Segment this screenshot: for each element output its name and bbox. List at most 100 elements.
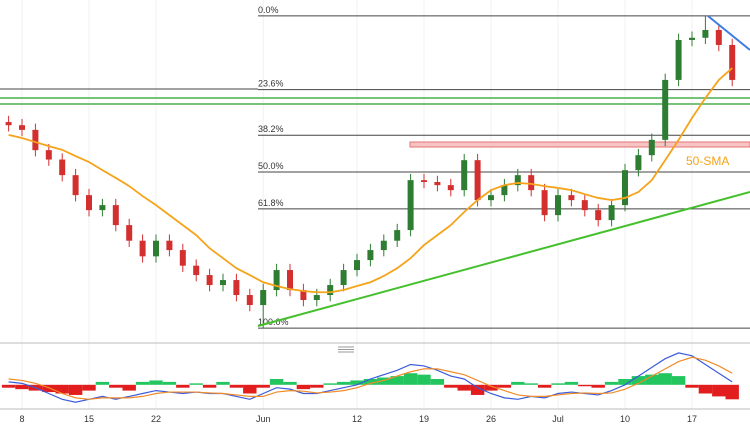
histogram-bar — [216, 381, 230, 385]
histogram-bar — [444, 384, 458, 388]
histogram-bar — [618, 379, 632, 385]
histogram-bar — [336, 381, 351, 385]
histogram-bar — [323, 383, 337, 385]
histogram-bar — [269, 379, 284, 385]
histogram-bar — [497, 384, 512, 388]
candle-body — [702, 29, 709, 38]
indicator-panel — [1, 352, 739, 403]
histogram-bar — [457, 384, 471, 391]
candles — [5, 15, 736, 329]
candle-body — [59, 159, 66, 176]
candle-body — [488, 195, 494, 201]
candle-body — [555, 195, 561, 216]
candle-body — [434, 182, 441, 186]
histogram-bar — [310, 384, 324, 388]
histogram-bar — [243, 384, 257, 394]
candle-body — [635, 155, 642, 171]
histogram-bar — [176, 384, 190, 388]
candle-body — [501, 185, 508, 196]
indicator-line — [8, 352, 733, 403]
x-tick-label: 15 — [84, 414, 94, 424]
histogram-bar — [135, 381, 150, 385]
histogram-bar — [202, 384, 217, 388]
candle-body — [112, 205, 119, 226]
candle-body — [220, 280, 226, 286]
x-tick-label: 12 — [352, 414, 362, 424]
histogram-bar — [363, 379, 378, 385]
candle-body — [541, 190, 548, 216]
candle-body — [568, 195, 575, 201]
candle-body — [72, 175, 79, 196]
histogram-bar — [564, 381, 579, 385]
histogram-bar — [229, 384, 244, 388]
candle-body — [689, 37, 695, 40]
candle-body — [19, 125, 25, 130]
histogram-bar — [511, 381, 525, 385]
candle-body — [380, 240, 387, 251]
histogram-bar — [390, 376, 404, 385]
histogram-bar — [671, 376, 686, 385]
histogram-bar — [417, 374, 431, 385]
x-tick-label: Jul — [552, 414, 564, 424]
histogram-bar — [256, 384, 270, 388]
candle-body — [260, 290, 267, 306]
histogram-bar — [283, 381, 297, 385]
candle-body — [233, 280, 240, 296]
fib-label: 38.2% — [258, 124, 284, 134]
histogram-bar — [109, 384, 123, 388]
candle-body — [474, 160, 481, 201]
candle-body — [354, 260, 360, 271]
resistance-zone — [409, 141, 750, 148]
histogram-bar — [42, 384, 56, 393]
candle-body — [206, 275, 213, 286]
panel-handle — [338, 346, 354, 353]
sma-label: 50-SMA — [686, 154, 729, 168]
x-tick-label: 26 — [486, 414, 496, 424]
histogram-bar — [658, 373, 672, 385]
fib-label: 61.8% — [258, 198, 284, 208]
histogram-bar — [591, 384, 605, 388]
histogram-bar — [149, 380, 163, 385]
fib-label: 23.6% — [258, 79, 284, 89]
trend-line — [707, 15, 750, 51]
candle-body — [5, 122, 12, 126]
histogram-bar — [685, 384, 699, 388]
candle-body — [662, 79, 669, 140]
histogram-bar — [645, 374, 659, 385]
histogram-bar — [122, 384, 136, 391]
candle-body — [514, 175, 521, 186]
candle-body — [715, 29, 722, 45]
histogram-bar — [604, 381, 619, 385]
x-tick-label: 17 — [687, 414, 697, 424]
fib-label: 0.0% — [258, 5, 279, 15]
candle-body — [407, 180, 414, 231]
histogram-bar — [350, 380, 364, 385]
candle-body — [313, 295, 320, 301]
candle-body — [126, 225, 133, 241]
histogram-bar — [377, 377, 391, 385]
x-tick-label: Jun — [256, 414, 271, 424]
x-axis: 8 15 22 Jun 12 19 26 Jul 10 17 — [19, 414, 697, 424]
histogram-bar — [162, 381, 177, 385]
candle-body — [340, 270, 347, 286]
histogram-bar — [537, 384, 552, 388]
candle-body — [528, 175, 535, 191]
candle-body — [729, 44, 736, 80]
candle-body — [581, 200, 588, 211]
candle-body — [45, 150, 52, 160]
candle-body — [287, 270, 293, 291]
candle-body — [139, 240, 146, 257]
candle-body — [193, 265, 200, 276]
candle-body — [367, 250, 374, 261]
histogram-bar — [189, 383, 203, 385]
candle-body — [86, 195, 92, 211]
trend-line — [257, 191, 750, 327]
histogram-bar — [698, 384, 713, 394]
histogram-bar — [296, 384, 311, 390]
candle-body — [595, 210, 602, 221]
candle-body — [300, 290, 307, 301]
candle-body — [394, 230, 401, 241]
x-tick-label: 19 — [419, 414, 429, 424]
